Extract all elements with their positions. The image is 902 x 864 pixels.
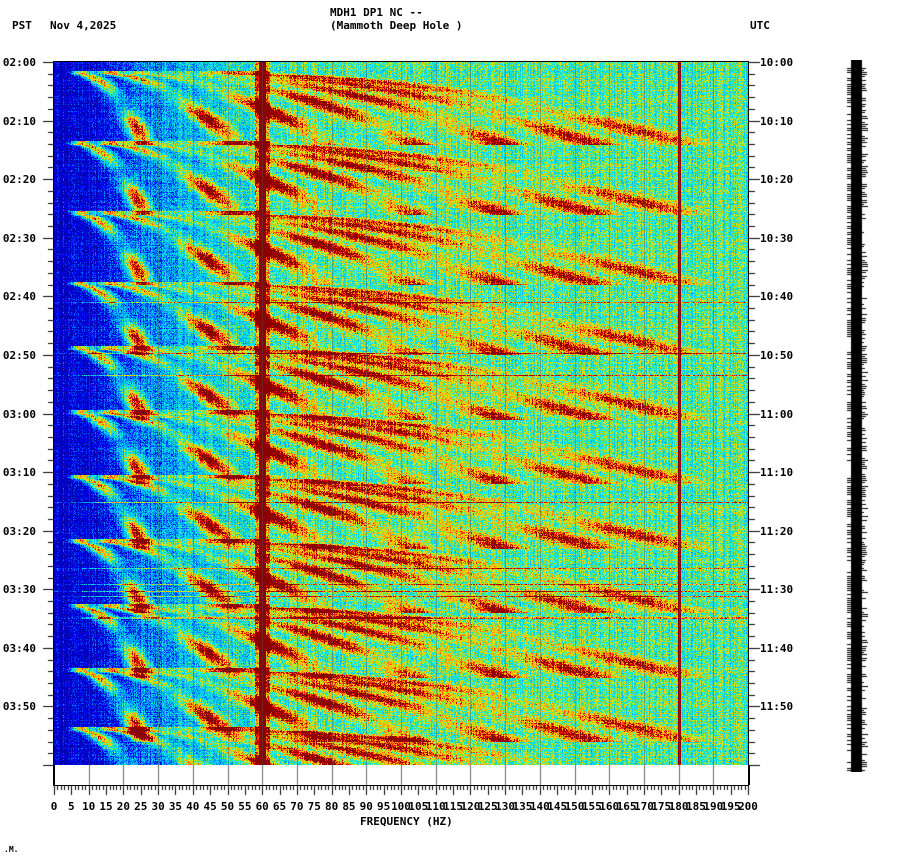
freq-label-170: 170	[633, 800, 654, 813]
freq-label-10: 10	[82, 800, 96, 813]
freq-label-195: 195	[720, 800, 741, 813]
freq-label-90: 90	[359, 800, 373, 813]
time-label-utc-1110: 11:10	[760, 466, 794, 480]
freq-label-95: 95	[377, 800, 391, 813]
freq-label-55: 55	[238, 800, 252, 813]
freq-label-160: 160	[599, 800, 620, 813]
freq-label-60: 60	[255, 800, 269, 813]
time-label-pst-0240: 02:40	[2, 290, 36, 304]
plot-border-top	[53, 61, 749, 62]
freq-label-75: 75	[307, 800, 321, 813]
freq-label-200: 200	[738, 800, 758, 813]
freq-label-110: 110	[425, 800, 446, 813]
time-label-pst-0300: 03:00	[2, 407, 36, 421]
time-axis-ticks-left	[38, 55, 54, 795]
time-label-utc-1020: 10:20	[760, 173, 794, 187]
time-label-utc-1010: 10:10	[760, 114, 794, 128]
plot-border-right	[748, 62, 749, 786]
time-label-utc-1120: 11:20	[760, 524, 794, 538]
plot-border-bottom	[53, 785, 749, 786]
freq-label-150: 150	[564, 800, 585, 813]
spectrogram-canvas	[54, 62, 748, 765]
station-subtitle: (Mammoth Deep Hole )	[330, 19, 463, 32]
time-label-pst-0350: 03:50	[2, 700, 36, 714]
freq-label-125: 125	[477, 800, 498, 813]
time-label-utc-1030: 10:30	[760, 231, 794, 245]
spectrogram-plot	[54, 62, 748, 765]
freq-label-120: 120	[460, 800, 481, 813]
freq-label-50: 50	[220, 800, 235, 813]
time-label-utc-1100: 11:00	[760, 407, 794, 421]
time-label-pst-0230: 02:30	[2, 231, 36, 245]
frequency-axis-title: FREQUENCY (HZ)	[360, 815, 453, 828]
freq-label-5: 5	[68, 800, 75, 813]
freq-label-85: 85	[342, 800, 356, 813]
freq-label-190: 190	[703, 800, 724, 813]
time-label-utc-1050: 10:50	[760, 348, 794, 362]
freq-label-40: 40	[186, 800, 200, 813]
freq-label-65: 65	[272, 800, 287, 813]
freq-label-175: 175	[651, 800, 672, 813]
freq-label-135: 135	[512, 800, 533, 813]
timezone-label-right: UTC	[750, 19, 770, 32]
time-label-utc-1150: 11:50	[760, 700, 794, 714]
time-label-pst-0310: 03:10	[2, 466, 36, 480]
freq-label-180: 180	[668, 800, 689, 813]
freq-label-185: 185	[686, 800, 706, 813]
freq-label-25: 25	[134, 800, 148, 813]
time-axis-ticks-right	[749, 55, 765, 795]
freq-label-100: 100	[391, 800, 411, 813]
freq-label-45: 45	[203, 800, 217, 813]
time-label-pst-0200: 02:00	[2, 56, 36, 69]
freq-label-115: 115	[443, 800, 463, 813]
frequency-axis-ticks	[50, 786, 760, 800]
freq-label-70: 70	[290, 800, 304, 813]
freq-label-35: 35	[168, 800, 183, 813]
freq-label-20: 20	[116, 800, 131, 813]
time-label-pst-0340: 03:40	[2, 641, 36, 655]
time-label-pst-0220: 02:20	[2, 173, 36, 187]
time-label-pst-0210: 02:10	[2, 114, 36, 128]
footer-gridlines	[54, 765, 748, 785]
time-label-utc-1130: 11:30	[760, 583, 794, 597]
freq-label-155: 155	[581, 800, 602, 813]
freq-label-15: 15	[99, 800, 113, 813]
freq-label-0: 0	[50, 800, 58, 813]
freq-label-30: 30	[151, 800, 165, 813]
time-label-utc-1140: 11:40	[760, 641, 794, 655]
corner-artifact-mark: .M.	[4, 845, 19, 854]
freq-label-105: 105	[408, 800, 429, 813]
station-title: MDH1 DP1 NC --	[330, 6, 423, 19]
time-label-pst-0320: 03:20	[2, 524, 36, 538]
freq-label-145: 145	[547, 800, 568, 813]
time-label-pst-0250: 02:50	[2, 348, 36, 362]
freq-label-130: 130	[495, 800, 516, 813]
time-label-utc-1040: 10:40	[760, 290, 794, 304]
data-availability-strip	[846, 60, 868, 772]
time-label-pst-0330: 03:30	[2, 583, 36, 597]
timezone-label-left: PST	[12, 19, 32, 32]
time-label-utc-1000: 10:00	[760, 56, 794, 69]
freq-label-165: 165	[616, 800, 637, 813]
freq-label-140: 140	[529, 800, 550, 813]
date-label: Nov 4,2025	[50, 19, 117, 32]
freq-label-80: 80	[324, 800, 339, 813]
